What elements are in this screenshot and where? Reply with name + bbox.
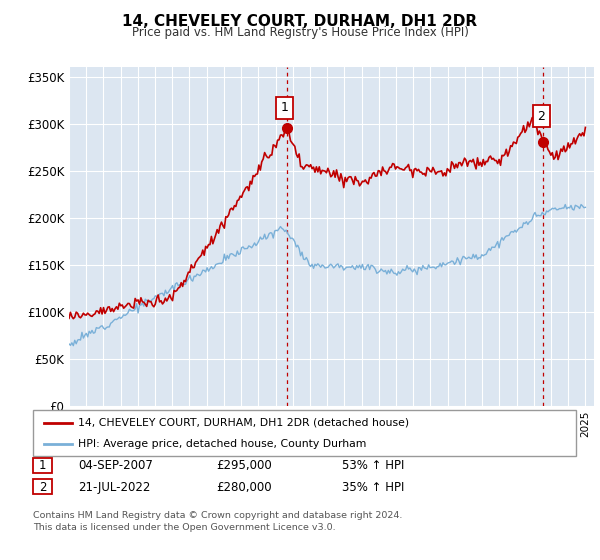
- Text: HPI: Average price, detached house, County Durham: HPI: Average price, detached house, Coun…: [78, 439, 367, 449]
- Text: £280,000: £280,000: [216, 480, 272, 494]
- Text: 2: 2: [39, 480, 46, 494]
- Text: 21-JUL-2022: 21-JUL-2022: [78, 480, 151, 494]
- Text: 1: 1: [281, 101, 289, 114]
- Text: 14, CHEVELEY COURT, DURHAM, DH1 2DR (detached house): 14, CHEVELEY COURT, DURHAM, DH1 2DR (det…: [78, 418, 409, 428]
- Text: Contains HM Land Registry data © Crown copyright and database right 2024.
This d: Contains HM Land Registry data © Crown c…: [33, 511, 403, 532]
- Text: 1: 1: [39, 459, 46, 473]
- Text: 2: 2: [538, 110, 545, 123]
- Text: 14, CHEVELEY COURT, DURHAM, DH1 2DR: 14, CHEVELEY COURT, DURHAM, DH1 2DR: [122, 14, 478, 29]
- Text: 35% ↑ HPI: 35% ↑ HPI: [342, 480, 404, 494]
- Text: 04-SEP-2007: 04-SEP-2007: [78, 459, 153, 473]
- Text: 53% ↑ HPI: 53% ↑ HPI: [342, 459, 404, 473]
- Text: Price paid vs. HM Land Registry's House Price Index (HPI): Price paid vs. HM Land Registry's House …: [131, 26, 469, 39]
- Text: £295,000: £295,000: [216, 459, 272, 473]
